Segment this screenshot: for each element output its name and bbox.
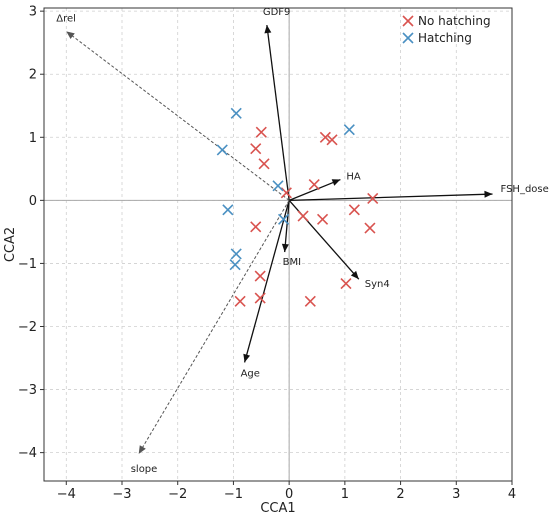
data-point: [230, 107, 242, 119]
data-point: [343, 124, 355, 136]
x-tick-label: −2: [168, 487, 187, 502]
plot-frame: [43, 7, 513, 482]
x-tick-label: 0: [285, 487, 293, 502]
vector-arrowhead: [138, 445, 146, 454]
vector-arrowhead: [281, 243, 289, 253]
vector-line: [65, 30, 290, 201]
y-tick-label: 0: [29, 194, 37, 209]
vector-arrows: GDF9 HA FSH_dose BMI Syn4 Age Δrel slope: [56, 7, 548, 475]
y-tick-label: −2: [18, 320, 37, 335]
vector-arrowhead: [484, 190, 493, 198]
scatter-points: [216, 107, 379, 307]
x-tick-label: 3: [452, 487, 460, 502]
legend-label: Hatching: [418, 31, 472, 45]
y-tick-label: −3: [18, 383, 37, 398]
vector-arrowhead: [331, 179, 341, 186]
x-axis-ticks: −4 −3 −2 −1 0 1 2 3 4: [57, 481, 516, 502]
x-tick-label: −4: [57, 487, 76, 502]
data-point: [234, 295, 246, 307]
x-tick-label: 2: [396, 487, 404, 502]
x-tick-label: 1: [341, 487, 349, 502]
legend: No hatching Hatching: [402, 14, 491, 45]
data-point: [255, 126, 267, 138]
data-point: [304, 295, 316, 307]
vector-label: Age: [241, 368, 260, 379]
data-point: [222, 204, 234, 216]
vector-label: BMI: [283, 257, 301, 268]
data-point: [272, 180, 284, 192]
vector-label: Δrel: [56, 13, 76, 24]
vector-arrowhead: [66, 31, 75, 39]
data-point: [258, 158, 270, 170]
vector-arrowhead: [243, 353, 251, 363]
vector-arrowhead: [264, 25, 272, 34]
data-point: [250, 221, 262, 233]
y-axis-ticks: −4 −3 −2 −1 0 1 2 3: [18, 5, 44, 461]
vector-line: [266, 24, 290, 201]
y-tick-label: −1: [18, 257, 37, 272]
data-point: [230, 248, 242, 260]
y-axis-label: CCA2: [3, 227, 18, 262]
data-point: [317, 213, 329, 225]
x-axis-label: CCA1: [260, 501, 295, 516]
y-tick-label: 2: [29, 68, 37, 83]
data-point: [278, 213, 290, 225]
y-tick-label: −4: [18, 446, 37, 461]
vector-line: [289, 193, 493, 202]
data-point: [254, 292, 266, 304]
vector-label: Syn4: [365, 279, 390, 290]
data-point: [280, 187, 292, 199]
data-point: [297, 210, 309, 222]
vector-label: HA: [346, 172, 361, 183]
vector-line: [243, 200, 290, 363]
legend-marker: [402, 15, 414, 27]
vector-label: GDF9: [263, 7, 291, 18]
data-point: [364, 222, 376, 234]
y-tick-label: 1: [29, 131, 37, 146]
data-point: [326, 134, 338, 146]
data-point: [348, 204, 360, 216]
vector-label: FSH_dose: [501, 184, 549, 195]
data-point: [319, 131, 331, 143]
vector-arrowhead: [350, 270, 359, 280]
data-point: [250, 143, 262, 155]
zero-lines: [44, 8, 512, 481]
x-tick-label: −3: [112, 487, 131, 502]
x-tick-label: −1: [224, 487, 243, 502]
legend-marker: [402, 32, 414, 44]
data-point: [340, 278, 352, 290]
vector-line: [284, 200, 290, 253]
x-tick-label: 4: [508, 487, 516, 502]
y-tick-label: 3: [29, 5, 37, 20]
data-point: [254, 270, 266, 282]
vector-label: slope: [131, 464, 158, 475]
vector-line: [138, 200, 290, 455]
data-point: [229, 259, 241, 271]
vector-line: [288, 178, 341, 201]
legend-label: No hatching: [418, 14, 491, 28]
data-point: [367, 192, 379, 205]
data-point: [216, 144, 228, 156]
data-point: [308, 179, 320, 191]
